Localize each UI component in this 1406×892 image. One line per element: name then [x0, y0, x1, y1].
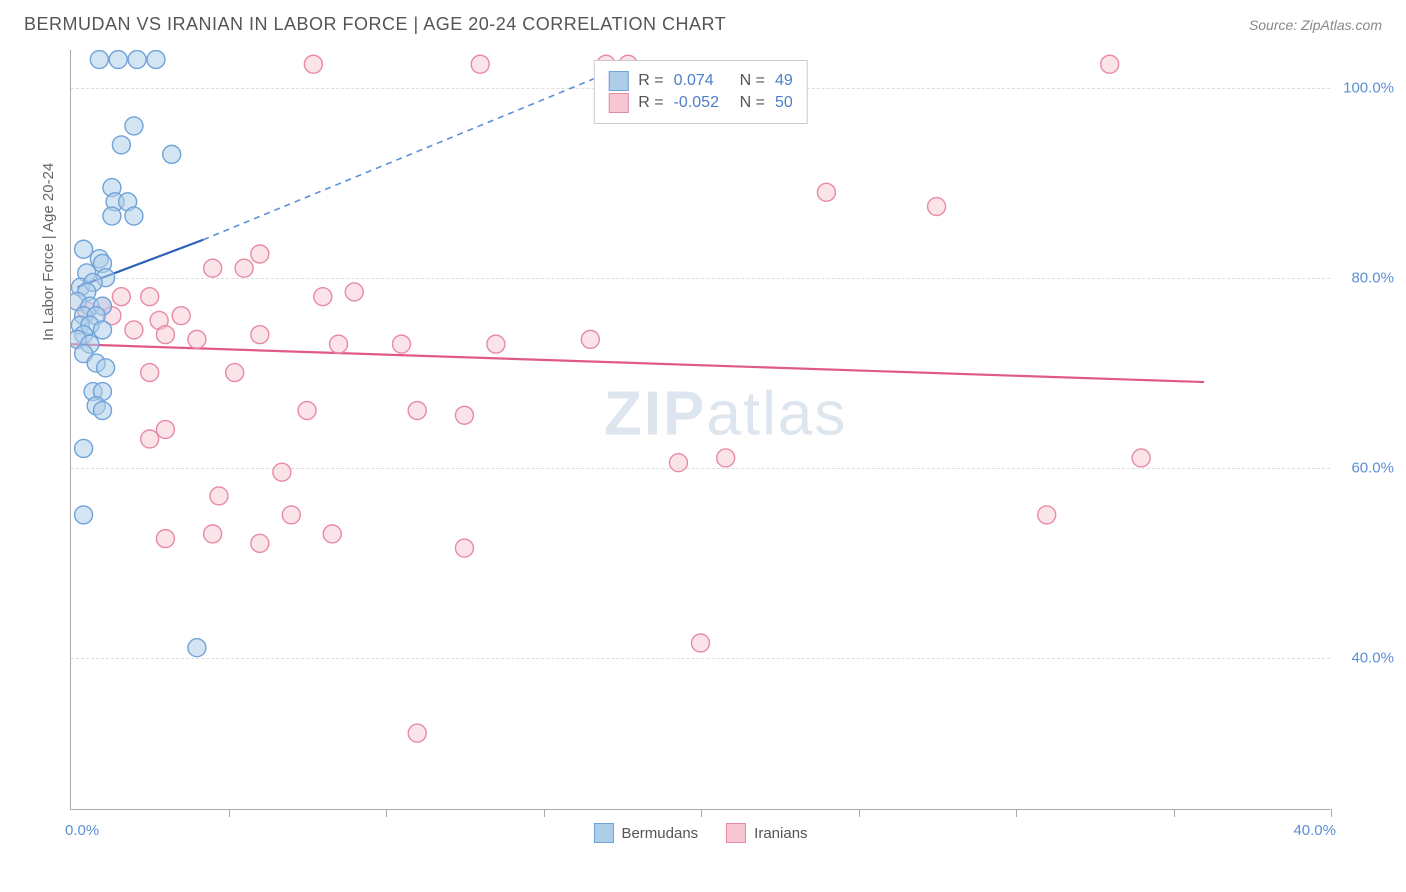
x-tick	[859, 809, 860, 817]
iranians-point	[487, 335, 505, 353]
y-tick-label: 80.0%	[1336, 270, 1394, 287]
legend-item: Iranians	[726, 823, 807, 843]
iranians-point	[273, 463, 291, 481]
iranians-point	[188, 330, 206, 348]
iranians-point	[156, 421, 174, 439]
scatter-svg	[71, 50, 1330, 809]
iranians-point	[251, 326, 269, 344]
chart-container: In Labor Force | Age 20-24 ZIPatlas R = …	[44, 50, 1384, 840]
stats-swatch	[608, 71, 628, 91]
iranians-point	[226, 364, 244, 382]
iranians-point	[408, 402, 426, 420]
bermudans-point	[75, 439, 93, 457]
bermudans-point	[109, 50, 127, 68]
source-attribution: Source: ZipAtlas.com	[1249, 17, 1382, 33]
iranians-point	[1038, 506, 1056, 524]
x-tick	[1331, 809, 1332, 817]
legend-label: Bermudans	[621, 825, 698, 842]
bermudans-point	[97, 359, 115, 377]
iranians-point	[251, 245, 269, 263]
iranians-point	[717, 449, 735, 467]
chart-title: BERMUDAN VS IRANIAN IN LABOR FORCE | AGE…	[24, 14, 726, 35]
iranians-point	[817, 183, 835, 201]
iranians-point	[455, 406, 473, 424]
iranians-point	[345, 283, 363, 301]
bermudans-point	[103, 207, 121, 225]
y-tick-label: 40.0%	[1336, 650, 1394, 667]
bermudans-point	[147, 50, 165, 68]
source-link[interactable]: ZipAtlas.com	[1301, 17, 1382, 33]
x-tick	[701, 809, 702, 817]
y-tick-label: 100.0%	[1336, 80, 1394, 97]
bottom-legend: Bermudans Iranians	[593, 823, 807, 843]
iranians-point	[156, 530, 174, 548]
stats-swatch	[608, 93, 628, 113]
iranians-point	[141, 288, 159, 306]
x-tick	[1016, 809, 1017, 817]
bermudans-point	[93, 402, 111, 420]
bermudans-point	[125, 117, 143, 135]
legend-label: Iranians	[754, 825, 807, 842]
bermudans-trendline-dashed	[203, 74, 606, 240]
iranians-point	[314, 288, 332, 306]
iranians-point	[112, 288, 130, 306]
iranians-point	[669, 454, 687, 472]
n-value: 50	[775, 94, 793, 112]
iranians-point	[408, 724, 426, 742]
legend-swatch	[726, 823, 746, 843]
bermudans-point	[90, 50, 108, 68]
x-tick	[229, 809, 230, 817]
iranians-point	[235, 259, 253, 277]
iranians-point	[204, 525, 222, 543]
iranians-point	[471, 55, 489, 73]
legend-item: Bermudans	[593, 823, 698, 843]
iranians-point	[210, 487, 228, 505]
x-axis-min-label: 0.0%	[65, 822, 99, 839]
iranians-point	[141, 364, 159, 382]
iranians-point	[172, 307, 190, 325]
iranians-point	[251, 534, 269, 552]
x-tick	[544, 809, 545, 817]
iranians-point	[928, 198, 946, 216]
bermudans-point	[75, 506, 93, 524]
iranians-point	[323, 525, 341, 543]
y-tick-label: 60.0%	[1336, 460, 1394, 477]
iranians-point	[204, 259, 222, 277]
iranians-point	[1132, 449, 1150, 467]
iranians-point	[282, 506, 300, 524]
stats-legend-box: R = 0.074 N = 49 R = -0.052 N = 50	[593, 60, 807, 124]
r-value: -0.052	[674, 94, 730, 112]
iranians-point	[1101, 55, 1119, 73]
r-value: 0.074	[674, 72, 730, 90]
bermudans-point	[112, 136, 130, 154]
iranians-point	[298, 402, 316, 420]
iranians-point	[692, 634, 710, 652]
n-value: 49	[775, 72, 793, 90]
stats-row: R = -0.052 N = 50	[608, 93, 792, 113]
stats-row: R = 0.074 N = 49	[608, 71, 792, 91]
bermudans-point	[163, 145, 181, 163]
iranians-point	[141, 430, 159, 448]
bermudans-point	[188, 639, 206, 657]
x-tick	[1174, 809, 1175, 817]
legend-swatch	[593, 823, 613, 843]
x-tick	[386, 809, 387, 817]
x-axis-max-label: 40.0%	[1293, 822, 1336, 839]
iranians-point	[455, 539, 473, 557]
iranians-point	[392, 335, 410, 353]
bermudans-point	[93, 321, 111, 339]
plot-area: ZIPatlas R = 0.074 N = 49 R = -0.052 N =…	[70, 50, 1330, 810]
iranians-point	[581, 330, 599, 348]
chart-header: BERMUDAN VS IRANIAN IN LABOR FORCE | AGE…	[0, 0, 1406, 45]
y-axis-label: In Labor Force | Age 20-24	[40, 163, 57, 341]
bermudans-point	[128, 50, 146, 68]
iranians-point	[125, 321, 143, 339]
bermudans-point	[125, 207, 143, 225]
bermudans-point	[75, 240, 93, 258]
iranians-point	[330, 335, 348, 353]
iranians-point	[156, 326, 174, 344]
iranians-point	[304, 55, 322, 73]
